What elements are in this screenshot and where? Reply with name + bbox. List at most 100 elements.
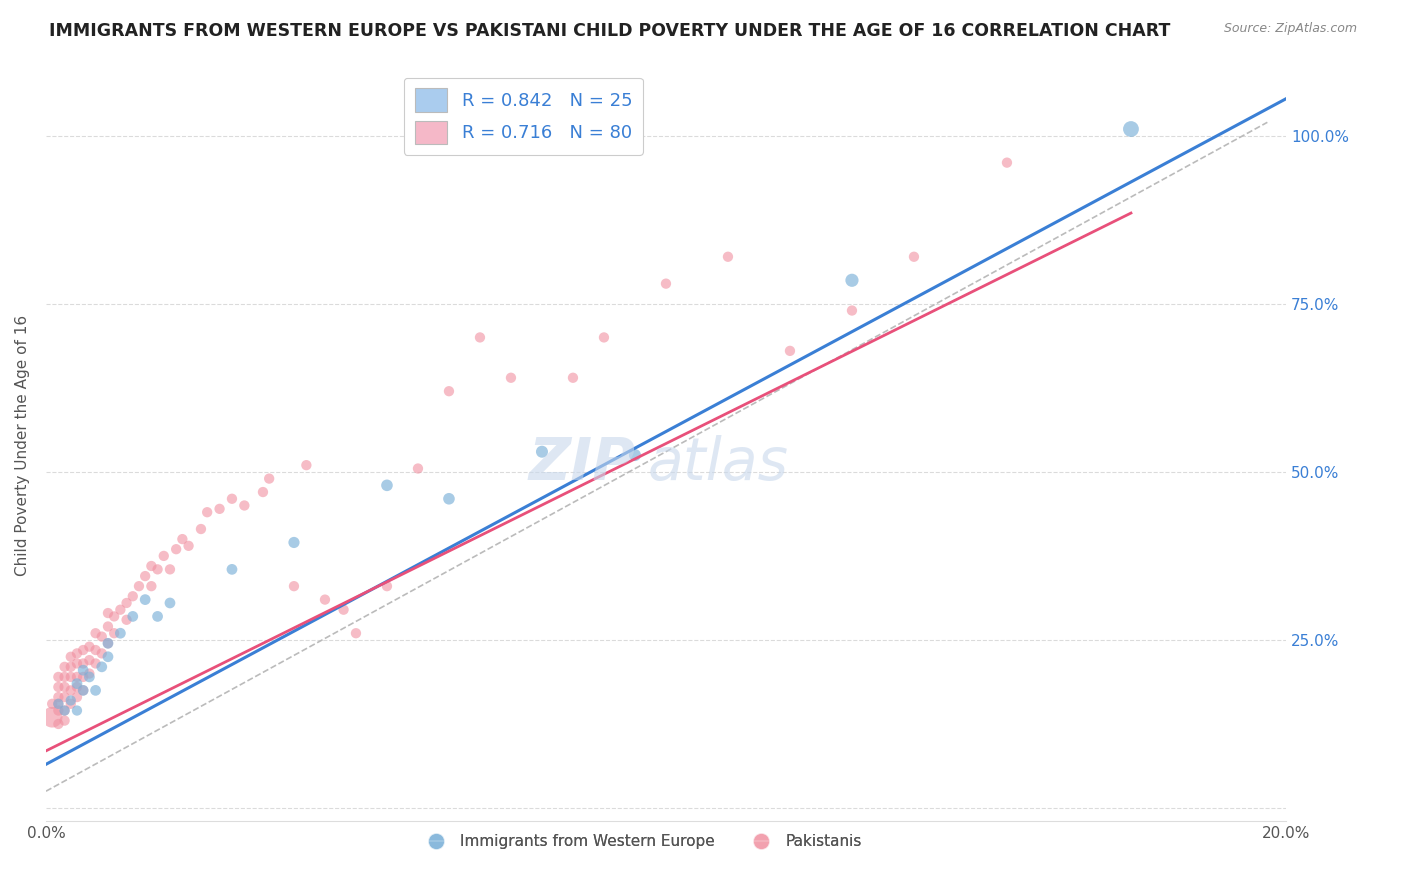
Point: [903, 250, 925, 264]
Point: [717, 250, 740, 264]
Point: [97, 636, 120, 650]
Text: ZIP: ZIP: [529, 435, 636, 492]
Point: [128, 579, 150, 593]
Point: [59, 697, 82, 711]
Point: [48, 704, 70, 718]
Point: [499, 371, 522, 385]
Point: [165, 542, 187, 557]
Point: [221, 491, 243, 506]
Point: [72, 683, 94, 698]
Point: [208, 501, 231, 516]
Point: [53, 660, 76, 674]
Point: [468, 330, 491, 344]
Point: [134, 592, 156, 607]
Point: [146, 562, 169, 576]
Point: [995, 155, 1018, 169]
Point: [655, 277, 678, 291]
Point: [562, 371, 585, 385]
Point: [90, 630, 112, 644]
Point: [59, 660, 82, 674]
Text: atlas: atlas: [647, 435, 789, 492]
Point: [72, 663, 94, 677]
Point: [66, 657, 89, 671]
Point: [530, 444, 553, 458]
Point: [375, 478, 398, 492]
Point: [121, 589, 143, 603]
Point: [257, 472, 280, 486]
Point: [66, 690, 89, 704]
Point: [59, 693, 82, 707]
Point: [159, 596, 181, 610]
Point: [53, 690, 76, 704]
Point: [283, 535, 305, 549]
Point: [97, 619, 120, 633]
Point: [59, 670, 82, 684]
Point: [66, 704, 89, 718]
Legend: Immigrants from Western Europe, Pakistanis: Immigrants from Western Europe, Pakistan…: [415, 828, 868, 855]
Point: [53, 680, 76, 694]
Point: [48, 670, 70, 684]
Point: [624, 448, 647, 462]
Point: [90, 660, 112, 674]
Point: [72, 683, 94, 698]
Point: [103, 609, 125, 624]
Point: [437, 384, 460, 399]
Point: [283, 579, 305, 593]
Point: [159, 562, 181, 576]
Point: [66, 680, 89, 694]
Point: [437, 491, 460, 506]
Point: [97, 606, 120, 620]
Point: [221, 562, 243, 576]
Point: [375, 579, 398, 593]
Point: [79, 653, 101, 667]
Point: [97, 649, 120, 664]
Point: [295, 458, 318, 472]
Point: [115, 613, 138, 627]
Point: [146, 609, 169, 624]
Point: [59, 683, 82, 698]
Point: [66, 670, 89, 684]
Point: [53, 704, 76, 718]
Text: IMMIGRANTS FROM WESTERN EUROPE VS PAKISTANI CHILD POVERTY UNDER THE AGE OF 16 CO: IMMIGRANTS FROM WESTERN EUROPE VS PAKIST…: [49, 22, 1171, 40]
Point: [841, 303, 863, 318]
Text: Source: ZipAtlas.com: Source: ZipAtlas.com: [1223, 22, 1357, 36]
Point: [233, 499, 256, 513]
Point: [48, 697, 70, 711]
Point: [48, 680, 70, 694]
Point: [252, 485, 274, 500]
Point: [593, 330, 616, 344]
Point: [121, 609, 143, 624]
Point: [332, 603, 354, 617]
Point: [314, 592, 336, 607]
Point: [72, 657, 94, 671]
Point: [84, 683, 107, 698]
Point: [41, 710, 63, 724]
Point: [79, 640, 101, 654]
Point: [115, 596, 138, 610]
Point: [152, 549, 174, 563]
Point: [195, 505, 218, 519]
Point: [41, 697, 63, 711]
Point: [841, 273, 863, 287]
Point: [59, 649, 82, 664]
Point: [84, 657, 107, 671]
Point: [84, 626, 107, 640]
Point: [48, 717, 70, 731]
Point: [72, 643, 94, 657]
Y-axis label: Child Poverty Under the Age of 16: Child Poverty Under the Age of 16: [15, 314, 30, 575]
Point: [103, 626, 125, 640]
Point: [110, 626, 132, 640]
Point: [177, 539, 200, 553]
Point: [48, 697, 70, 711]
Point: [90, 647, 112, 661]
Point: [53, 670, 76, 684]
Point: [406, 461, 429, 475]
Point: [79, 670, 101, 684]
Point: [141, 579, 163, 593]
Point: [48, 690, 70, 704]
Point: [84, 643, 107, 657]
Point: [344, 626, 367, 640]
Point: [72, 670, 94, 684]
Point: [53, 704, 76, 718]
Point: [79, 666, 101, 681]
